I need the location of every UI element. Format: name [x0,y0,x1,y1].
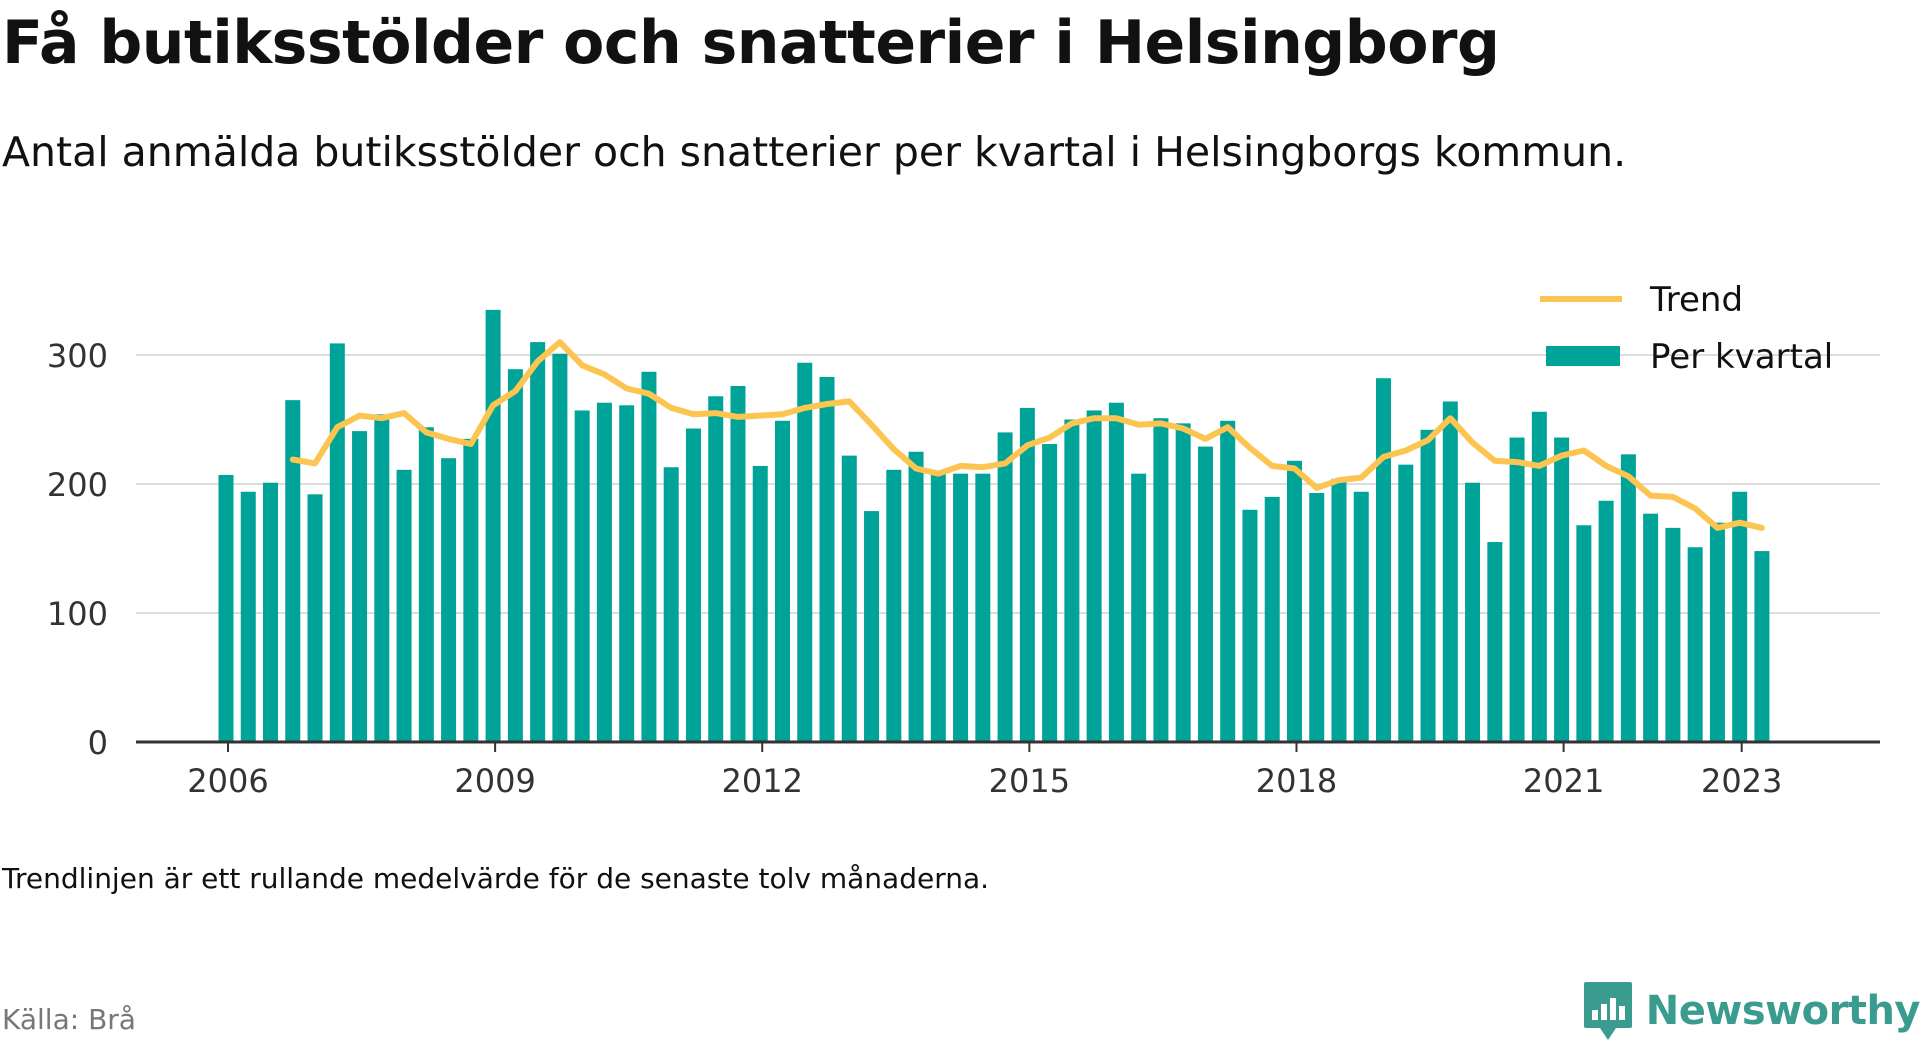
brand-logo: Newsworthy [1582,980,1920,1042]
x-tick-label: 2012 [722,762,803,800]
x-axis: 2006 2009 2012 2015 2018 2021 2023 [136,740,1880,800]
bar [1019,407,1035,742]
bar [240,491,256,742]
bar [886,469,902,742]
bar [1643,513,1659,742]
bar [1709,522,1725,742]
bar [307,494,323,742]
bar [1442,401,1458,742]
legend-item-per-kvartal: Per kvartal [1546,337,1833,377]
bar [507,369,523,742]
bar [1086,410,1102,742]
legend-label-per-kvartal: Per kvartal [1650,337,1833,377]
footnote: Trendlinjen är ett rullande medelvärde f… [2,862,990,895]
x-tick-label: 2009 [454,762,535,800]
bar [1309,493,1325,742]
bar [930,473,946,742]
bar [975,473,991,742]
bar [1376,378,1392,742]
x-tick-label: 2015 [989,762,1070,800]
bar [1175,423,1191,742]
legend-swatch-per-kvartal [1546,346,1620,366]
bar [1242,509,1258,742]
bar [1153,418,1169,742]
bar [1131,473,1147,742]
bar [1576,525,1592,742]
bar [485,309,501,742]
bar [263,482,279,742]
bar [730,385,746,742]
bar [619,405,635,742]
bar [1732,491,1748,742]
bar [552,353,568,742]
bar [1665,527,1681,742]
bar [1509,437,1525,742]
brand-name: Newsworthy [1645,988,1920,1034]
legend: Trend Per kvartal [1540,280,1833,377]
bar [1531,411,1547,742]
bar [285,400,301,742]
bar [841,455,857,742]
y-tick-label: 200 [47,466,108,504]
bar [374,414,390,742]
bar [1465,482,1481,742]
bar [641,371,657,742]
bar [1108,402,1124,742]
y-tick-label: 0 [88,724,108,762]
bar [596,402,612,742]
bar-chart-speech-bubble-icon [1583,982,1632,1040]
bar [1687,547,1703,742]
bar [1197,446,1213,742]
x-tick-label: 2018 [1256,762,1337,800]
bar [685,428,701,742]
bar [708,396,724,742]
y-tick-label: 300 [47,337,108,375]
bar [218,474,234,742]
bar [1620,454,1636,742]
bar [574,410,590,742]
bar [908,451,924,742]
bar [1420,429,1436,742]
bar [1042,444,1058,742]
bar [752,465,768,742]
x-tick-label: 2006 [187,762,268,800]
chart-subtitle: Antal anmälda butiksstölder och snatteri… [2,128,1627,176]
bar [530,342,546,742]
bar [1398,464,1414,742]
x-tick-label: 2021 [1523,762,1604,800]
bar [864,511,880,742]
bar [1064,419,1080,742]
bar [463,438,479,742]
bar [797,362,813,742]
trend-line [289,339,1765,531]
bar [953,473,969,742]
bar [1598,500,1614,742]
bar [997,432,1013,742]
bar [441,458,457,742]
bar [329,343,345,742]
bar [1554,437,1570,742]
y-tick-labels: 0 100 200 300 [47,337,108,762]
bar [1264,496,1280,742]
bar [663,467,679,742]
bar [418,427,434,742]
bar [1331,478,1347,742]
bar [1353,491,1369,742]
y-tick-label: 100 [47,595,108,633]
bars [218,309,1770,742]
legend-label-trend: Trend [1649,280,1743,320]
bar [396,469,412,742]
bar [1286,460,1302,742]
bar [1487,542,1503,742]
chart-title: Få butiksstölder och snatterier i Helsin… [2,8,1500,78]
bar [1754,551,1770,742]
bar [352,431,368,742]
bar [775,420,790,742]
legend-item-trend: Trend [1540,280,1743,320]
bar [819,376,835,742]
source-label: Källa: Brå [2,1003,136,1036]
x-tick-label: 2023 [1701,762,1782,800]
bar [1220,420,1236,742]
